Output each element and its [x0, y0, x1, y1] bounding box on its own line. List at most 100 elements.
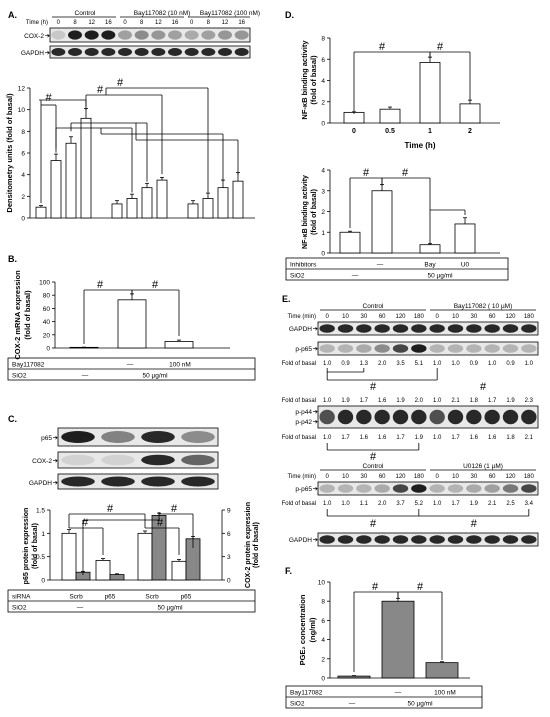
- panel-a-bar: [50, 160, 62, 219]
- panel-e-fold-value: 1.6: [360, 435, 369, 441]
- panel-a-group-control: Control: [75, 10, 97, 17]
- panel-e-fold-value: 0.9: [341, 361, 350, 367]
- panel-a-group-bay10: Bay117082 (10 nM): [134, 10, 191, 17]
- panel-e-fold-value: 1.0: [433, 435, 442, 441]
- panel-d-tick-label: 0: [321, 251, 325, 258]
- panel-a-sig: #: [97, 84, 104, 96]
- panel-d-top-ylabel: (fold of basal): [309, 55, 318, 105]
- panel-b-cell: 100 nM: [169, 362, 191, 369]
- panel-e-blot-pp44-42: [317, 405, 539, 429]
- panel-d-cell: 50 µg/ml: [427, 273, 453, 280]
- panel-e-time-value: 60: [489, 314, 496, 320]
- panel-c-blot-cox2: [57, 451, 219, 469]
- panel-a-band-cox2: COX-2: [24, 33, 44, 40]
- panel-c-ylabel-left: p65 protein expression: [23, 508, 30, 585]
- panel-d-top-bar: [419, 62, 441, 124]
- panel-c-ylabel-right: (fold of basal): [253, 522, 260, 568]
- panel-e-fold-value: 1.9: [506, 398, 515, 404]
- panel-f-ylabel-unit: (ng/ml): [308, 617, 317, 642]
- panel-e-group: Control: [363, 303, 385, 310]
- panel-c-left-tick-label: 0: [41, 578, 45, 585]
- panel-e-sig: #: [370, 451, 377, 463]
- panel-f-sig: #: [417, 581, 424, 593]
- panel-a-tick-label: 6: [21, 151, 25, 158]
- panel-e-fold-value: 1.8: [506, 435, 515, 441]
- panel-a-time-value: 12: [88, 20, 95, 26]
- panel-d-bot-ylabel: NF-κB binding activity: [302, 175, 309, 249]
- panel-a-bar: [232, 180, 244, 219]
- panel-d-tick-label: 6: [321, 57, 325, 64]
- panel-d-top-xtick: 0: [352, 128, 356, 135]
- panel-e-time-value: 0: [435, 474, 439, 480]
- panel-e-sig: #: [370, 381, 377, 393]
- panel-a-blot-cox2: [49, 27, 251, 43]
- panel-e-fold-value: 2.1: [451, 398, 460, 404]
- panel-c-row-label: SiO2: [12, 605, 27, 612]
- panel-c-sig: #: [107, 503, 114, 515]
- panel-e-time-value: 180: [524, 314, 535, 320]
- panel-e-sig: #: [480, 381, 487, 393]
- panel-f-bar: [381, 600, 415, 679]
- panel-f-tick-label: 4: [321, 637, 325, 644]
- panel-e-time-value: 30: [470, 314, 477, 320]
- panel-a-time-value: 0: [190, 20, 194, 26]
- panel-e-band-pp44: p-p44: [295, 409, 312, 416]
- panel-c-bar-cox2: [109, 574, 125, 581]
- panel-b-row-label: Bay117082: [12, 362, 45, 369]
- panel-c-band-p65: p65: [41, 435, 52, 442]
- panel-f-cell: 100 nM: [434, 690, 456, 697]
- panel-e-time-value: 0: [325, 474, 329, 480]
- panel-e-fold-value: 5.1: [415, 361, 424, 367]
- panel-e-time-value: 120: [395, 474, 406, 480]
- panel-d-top-bar: [379, 108, 401, 124]
- panel-f-tick-label: 10: [318, 580, 326, 587]
- panel-a-tick-label: 4: [21, 172, 25, 179]
- panel-e-time-value: 30: [360, 314, 367, 320]
- panel-a-sig: #: [117, 77, 124, 89]
- panel-d-tick-label: 4: [321, 168, 325, 175]
- panel-e-fold-value: 2.3: [525, 398, 534, 404]
- panel-e-time-value: 180: [414, 474, 425, 480]
- panel-d-row-label: Inhibitors: [290, 262, 317, 269]
- panel-a-blot-gapdh: [49, 45, 251, 59]
- panel-c-sig: #: [82, 517, 89, 529]
- panel-e-fold-value: 1.0: [323, 398, 332, 404]
- panel-a-time-label: Time (h): [26, 20, 48, 26]
- panel-d-bot-ylabel: (fold of basal): [311, 189, 318, 235]
- panel-a-tick-label: 12: [18, 86, 26, 93]
- panel-b-bar: [117, 299, 147, 349]
- panel-f-bar: [337, 675, 371, 679]
- panel-a-sig: #: [45, 92, 52, 104]
- panel-a-bar: [217, 187, 229, 219]
- panel-a-bar: [80, 117, 92, 219]
- panel-e-fold-value: 1.0: [433, 501, 442, 507]
- panel-e-fold-value: 3.5: [396, 361, 405, 367]
- panel-d-top-ylabel: NF-κB binding activity: [300, 40, 309, 120]
- panel-e-fold-label: Fold of basal: [282, 501, 316, 507]
- panel-e-fold-value: 0.9: [470, 361, 479, 367]
- panel-e-fold-value: 1.7: [451, 435, 460, 441]
- panel-e-time-value: 10: [342, 314, 349, 320]
- panel-b-tick-label: 20: [43, 332, 51, 339]
- panel-a-time-value: 12: [155, 20, 162, 26]
- panel-f-ylabel: PGE₂ concentration: [298, 594, 307, 665]
- panel-c-cell: Scrb: [145, 594, 159, 601]
- panel-d-tick-label: 2: [321, 209, 325, 216]
- panel-a-bar: [156, 179, 168, 219]
- panel-c-left-tick-label: 1: [41, 531, 45, 538]
- panel-e-fold-value: 0.9: [506, 361, 515, 367]
- panel-a-bar: [187, 203, 199, 219]
- panel-a-bar: [141, 187, 153, 219]
- panel-a-bar: [202, 198, 214, 219]
- panel-e-fold-value: 1.6: [488, 435, 497, 441]
- panel-f-row-label: SiO2: [290, 701, 305, 708]
- panel-e-fold-value: 3.4: [525, 501, 534, 507]
- panel-f-tick-label: 2: [321, 656, 325, 663]
- panel-e-time-value: 30: [360, 474, 367, 480]
- panel-c-right-tick-label: 6: [227, 531, 231, 538]
- panel-d-bot-bar: [419, 244, 441, 254]
- panel-e-blot-gapdh-2: [317, 532, 539, 547]
- panel-a-bar: [35, 206, 47, 219]
- panel-d-cell: U0: [461, 262, 470, 269]
